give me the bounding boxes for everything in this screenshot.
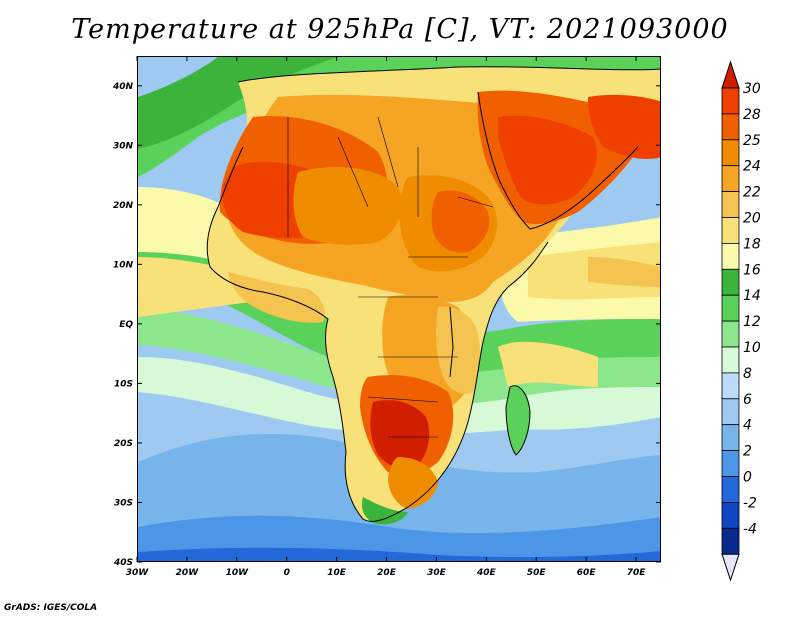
- colorbar-level-label: 0: [743, 470, 752, 486]
- colorbar-level-label: 2: [743, 444, 752, 460]
- map-frame: [137, 56, 661, 562]
- colorbar-level-label: 16: [743, 262, 761, 278]
- colorbar-swatch: [721, 191, 740, 218]
- lon-tick-label: 60E: [577, 568, 597, 578]
- madagascar-field: [506, 385, 530, 455]
- arabia-core: [498, 115, 597, 205]
- colorbar-swatch: [721, 242, 740, 270]
- colorbar-level-label: 14: [743, 288, 761, 304]
- lat-tick-label: 10S: [114, 379, 133, 389]
- lon-tick-label: 20E: [377, 568, 397, 578]
- lon-tick-label: 10W: [226, 568, 250, 578]
- country-borders: [287, 116, 494, 438]
- colorbar-level-label: 24: [743, 159, 761, 175]
- ocean-south-band-0: [138, 547, 660, 561]
- land-field: [207, 66, 660, 525]
- colorbar-level-label: 10: [743, 340, 761, 356]
- colorbar-level-label: 22: [743, 185, 761, 201]
- lat-tick-label: 30S: [114, 498, 133, 508]
- mozambique-channel-warm: [498, 341, 598, 387]
- colorbar-level-label: 18: [743, 236, 761, 252]
- temperature-map: [138, 57, 660, 561]
- colorbar-level-label: 4: [743, 418, 752, 434]
- ocean-north-band-10: [138, 57, 218, 97]
- colorbar-swatch: [721, 139, 740, 167]
- colorbar-level-label: -4: [743, 521, 757, 537]
- rift-lakes: [449, 306, 454, 378]
- lat-tick-label: 20N: [113, 201, 134, 211]
- colorbar-swatch: [721, 476, 740, 503]
- lat-tick-label: 40N: [112, 82, 134, 92]
- colorbar-level-label: 12: [743, 314, 761, 330]
- colorbar-level-label: 20: [743, 211, 761, 227]
- lon-tick-label: 20W: [176, 568, 200, 578]
- colorbar-swatch: [721, 294, 740, 322]
- niger-warm-field: [293, 167, 402, 245]
- africa-coastline: [206, 146, 549, 522]
- lat-tick-label: 40S: [113, 558, 133, 568]
- colorbar-swatch: [721, 165, 740, 192]
- colorbar-level-label: -2: [743, 495, 757, 511]
- colorbar-swatch: [721, 501, 740, 529]
- lon-tick-label: 30E: [427, 568, 447, 578]
- madagascar-coast: [505, 385, 531, 456]
- colorbar-level-label: 28: [743, 107, 761, 123]
- south-africa-warm: [388, 457, 438, 509]
- kalahari-hot-core: [370, 400, 430, 469]
- east-africa-highland-field: [435, 306, 480, 394]
- iran-pakistan-hot: [588, 94, 660, 159]
- lon-tick-label: 10E: [327, 568, 347, 578]
- gulf-of-guinea-coast: [228, 272, 325, 323]
- lon-tick-label: 30W: [126, 568, 150, 578]
- map-title: Temperature at 925hPa [C], VT: 202109300…: [71, 14, 729, 45]
- colorbar-top-arrow: [721, 60, 740, 89]
- lat-tick-label: 20S: [114, 439, 133, 449]
- coastlines: [206, 66, 660, 522]
- colorbar-level-label: 6: [743, 392, 752, 408]
- indian-ocean-band-22: [588, 257, 660, 287]
- colorbar-level-label: 30: [743, 81, 761, 97]
- colorbar-swatch: [721, 320, 740, 348]
- cape-cool-coast: [361, 497, 408, 525]
- colorbar-bottom-arrow: [721, 553, 740, 582]
- colorbar-swatch: [721, 346, 740, 374]
- colorbar-swatch: [721, 398, 740, 426]
- colorbar-swatch: [721, 217, 740, 244]
- colorbar-level-label: 25: [743, 133, 761, 149]
- lon-tick-label: 0: [284, 568, 290, 578]
- mediterranean-north-coast: [237, 66, 660, 83]
- colorbar-swatch: [721, 527, 740, 555]
- colorbar-swatch: [721, 450, 740, 477]
- colorbar-swatch: [721, 424, 740, 452]
- lon-tick-label: 40E: [476, 568, 497, 578]
- grads-credit: GrADS: IGES/COLA: [4, 603, 98, 613]
- lat-tick-label: EQ: [119, 320, 133, 330]
- sudan-hot-core: [431, 190, 490, 253]
- red-sea-arabia-coast: [477, 91, 639, 230]
- lat-tick-label: 30N: [113, 141, 134, 151]
- colorbar-swatch: [721, 372, 740, 400]
- ocean-north-band-16b: [138, 57, 338, 149]
- colorbar-swatch: [721, 87, 740, 115]
- lat-tick-label: 10N: [113, 260, 134, 270]
- lon-tick-label: 50E: [527, 568, 547, 578]
- colorbar-swatch: [721, 113, 740, 141]
- colorbar-level-label: 8: [743, 366, 752, 382]
- colorbar-swatch: [721, 268, 740, 296]
- lon-tick-label: 70E: [627, 568, 647, 578]
